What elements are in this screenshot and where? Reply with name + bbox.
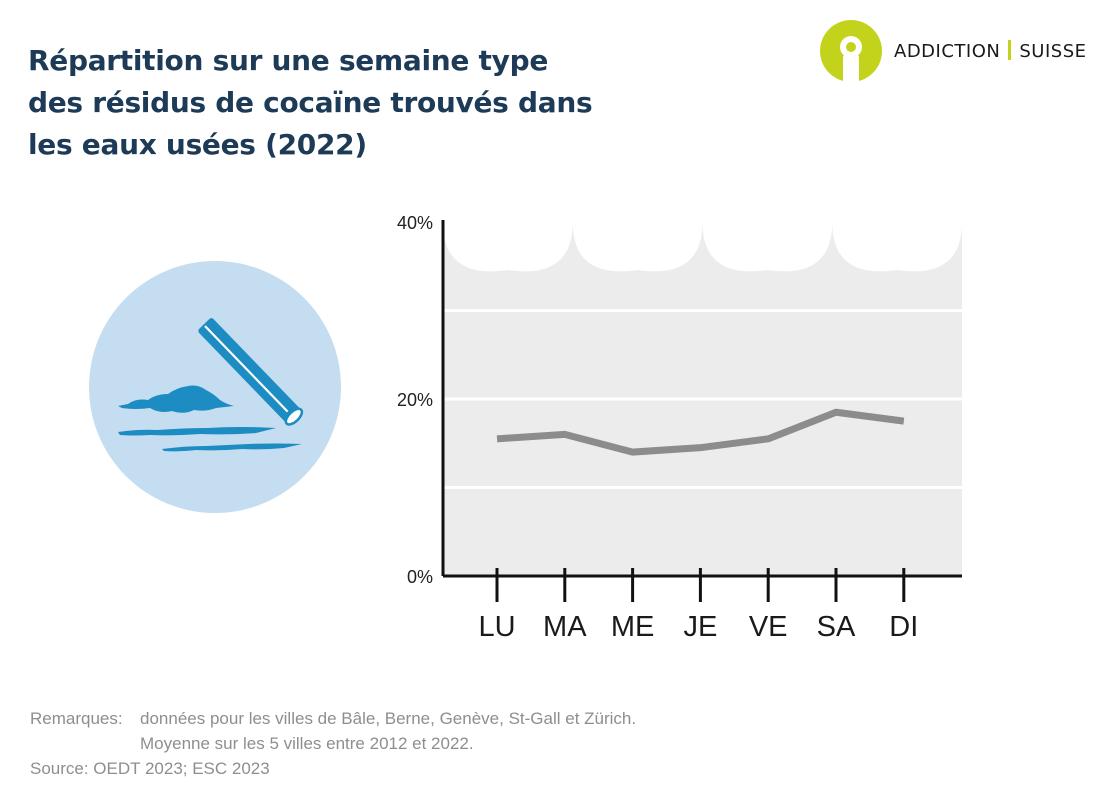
line-chart: 0% 20% 40% LU MA ME JE VE SA DI xyxy=(397,213,962,643)
y-tick-label: 0% xyxy=(407,567,433,587)
logo-text-right: SUISSE xyxy=(1019,41,1087,62)
notes: Remarques: données pour les villes de Bâ… xyxy=(30,706,636,781)
logo-text-left: ADDICTION xyxy=(894,41,1001,62)
series xyxy=(496,408,905,456)
x-tick-label: SA xyxy=(817,611,856,643)
x-tick-label: DI xyxy=(889,611,918,643)
x-tick-label: ME xyxy=(611,611,655,643)
axes xyxy=(441,220,962,602)
gridlines xyxy=(443,309,962,489)
x-tick-label: JE xyxy=(683,611,717,643)
title-line-2: des résidus de cocaïne trouvés dans xyxy=(28,86,593,119)
notes-label: Remarques: xyxy=(30,709,123,728)
logo-separator xyxy=(1008,40,1012,60)
y-tick-label: 40% xyxy=(397,213,433,233)
cocaine-straw-icon xyxy=(89,261,341,513)
addiction-suisse-logo: ADDICTION SUISSE xyxy=(820,20,1087,82)
source-text: Source: OEDT 2023; ESC 2023 xyxy=(30,759,270,778)
notes-line-2: Moyenne sur les 5 villes entre 2012 et 2… xyxy=(140,734,474,753)
x-tick-label: MA xyxy=(543,611,587,643)
title-line-1: Répartition sur une semaine type xyxy=(28,44,549,77)
tick-labels: 0% 20% 40% LU MA ME JE VE SA DI xyxy=(397,213,918,643)
page-title: Répartition sur une semaine type des rés… xyxy=(28,40,668,166)
y-tick-label: 20% xyxy=(397,390,433,410)
title-line-3: les eaux usées (2022) xyxy=(28,128,367,161)
x-tick-label: VE xyxy=(749,611,788,643)
x-tick-label: LU xyxy=(478,611,515,643)
notes-line-1: données pour les villes de Bâle, Berne, … xyxy=(140,709,637,728)
addiction-suisse-logo-icon xyxy=(820,20,882,82)
